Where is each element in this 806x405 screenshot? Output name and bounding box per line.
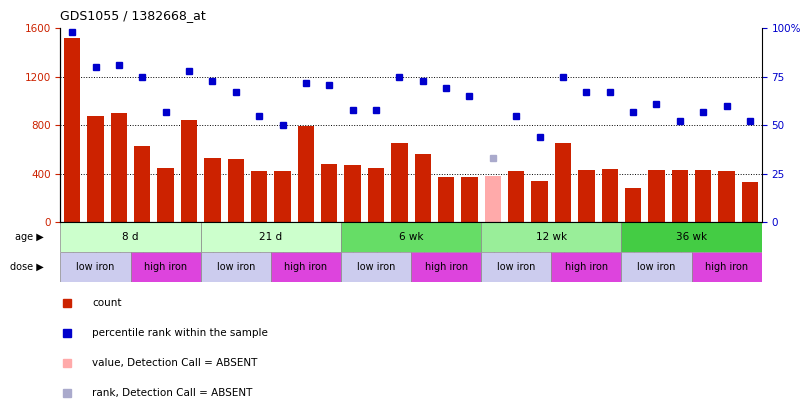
- Text: high iron: high iron: [425, 262, 467, 272]
- Bar: [411, 252, 481, 282]
- Bar: [344, 165, 361, 222]
- Bar: [555, 143, 571, 222]
- Bar: [227, 159, 244, 222]
- Bar: [648, 170, 665, 222]
- Bar: [368, 168, 384, 222]
- Text: high iron: high iron: [705, 262, 748, 272]
- Text: low iron: low iron: [638, 262, 675, 272]
- Bar: [671, 170, 688, 222]
- Bar: [391, 143, 408, 222]
- Bar: [321, 164, 338, 222]
- Text: high iron: high iron: [565, 262, 608, 272]
- Text: 36 wk: 36 wk: [676, 232, 707, 242]
- Bar: [271, 252, 341, 282]
- Text: dose ▶: dose ▶: [10, 262, 44, 272]
- Bar: [134, 146, 151, 222]
- Bar: [201, 252, 271, 282]
- Text: GDS1055 / 1382668_at: GDS1055 / 1382668_at: [60, 9, 206, 22]
- Bar: [625, 188, 642, 222]
- Text: 12 wk: 12 wk: [536, 232, 567, 242]
- Bar: [251, 171, 268, 222]
- Text: low iron: low iron: [217, 262, 255, 272]
- Bar: [438, 177, 455, 222]
- Text: rank, Detection Call = ABSENT: rank, Detection Call = ABSENT: [92, 388, 252, 398]
- Bar: [578, 170, 595, 222]
- Bar: [621, 252, 692, 282]
- Text: age ▶: age ▶: [15, 232, 44, 242]
- Bar: [157, 168, 174, 222]
- Bar: [601, 169, 618, 222]
- Bar: [60, 222, 201, 252]
- Bar: [274, 171, 291, 222]
- Bar: [508, 171, 525, 222]
- Bar: [131, 252, 201, 282]
- Bar: [481, 252, 551, 282]
- Bar: [484, 176, 501, 222]
- Bar: [341, 222, 481, 252]
- Bar: [341, 252, 411, 282]
- Text: 8 d: 8 d: [123, 232, 139, 242]
- Bar: [60, 252, 131, 282]
- Bar: [718, 171, 735, 222]
- Bar: [531, 181, 548, 222]
- Text: low iron: low iron: [497, 262, 535, 272]
- Bar: [87, 115, 104, 222]
- Text: percentile rank within the sample: percentile rank within the sample: [92, 328, 268, 338]
- Text: high iron: high iron: [285, 262, 327, 272]
- Text: 6 wk: 6 wk: [399, 232, 423, 242]
- Bar: [181, 120, 197, 222]
- Text: low iron: low iron: [77, 262, 114, 272]
- Bar: [742, 182, 758, 222]
- Text: high iron: high iron: [144, 262, 187, 272]
- Bar: [64, 38, 81, 222]
- Bar: [297, 126, 314, 222]
- Text: 21 d: 21 d: [260, 232, 282, 242]
- Bar: [414, 154, 431, 222]
- Text: value, Detection Call = ABSENT: value, Detection Call = ABSENT: [92, 358, 257, 368]
- Bar: [481, 222, 621, 252]
- Bar: [201, 222, 341, 252]
- Text: count: count: [92, 298, 122, 308]
- Bar: [695, 170, 712, 222]
- Text: low iron: low iron: [357, 262, 395, 272]
- Bar: [692, 252, 762, 282]
- Bar: [204, 158, 221, 222]
- Bar: [621, 222, 762, 252]
- Bar: [551, 252, 621, 282]
- Bar: [461, 177, 478, 222]
- Bar: [110, 113, 127, 222]
